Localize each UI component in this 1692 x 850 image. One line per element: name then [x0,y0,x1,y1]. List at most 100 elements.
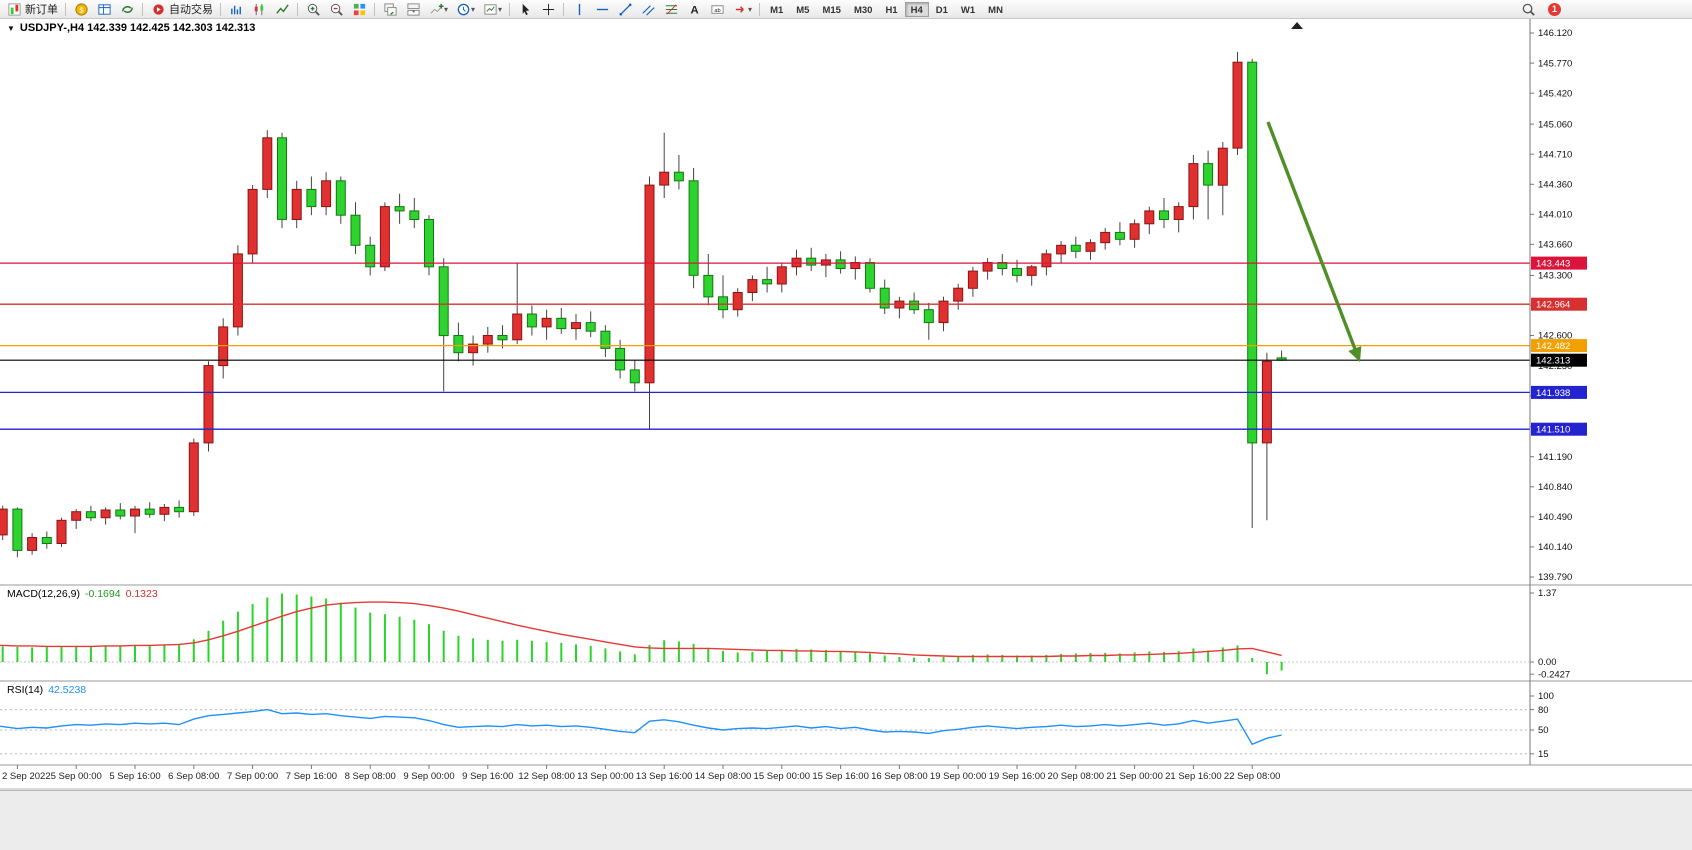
trendline-icon [617,2,633,17]
candle-body [1188,163,1199,208]
svg-text:ab: ab [714,7,720,13]
candle-body [1144,210,1155,225]
candle-body [159,506,170,515]
candle-body [1217,147,1228,186]
bar-chart-mode-button[interactable] [225,1,247,18]
candle-body [144,508,155,515]
time-axis-label: 5 Sep 00:00 [51,771,102,782]
toolbar-separator [374,2,375,16]
candle-body [615,347,626,371]
cascade-windows-button[interactable] [379,1,401,18]
tab-timeframe-h1[interactable]: H1 [879,2,903,17]
text-label-icon: ab [709,2,725,17]
arrange-windows-button[interactable] [402,1,424,18]
trend-arrow-line[interactable] [1266,121,1358,354]
time-axis-label: 5 Sep 16:00 [109,771,160,782]
clock-icon [455,2,471,17]
channel-icon [640,2,656,17]
candle-body [100,509,111,519]
zoom-in-icon [305,2,321,17]
fibonacci-tool-button[interactable] [660,1,682,18]
candle-body [291,188,302,220]
price-axis-label: 144.710 [1538,149,1572,160]
candle-body [688,180,699,276]
new-order-button[interactable]: 新订单 [3,1,61,18]
price-axis-label: 140.140 [1538,542,1572,553]
fibonacci-icon [663,2,679,17]
bar-chart-icon [228,2,244,17]
trendline-tool-button[interactable] [614,1,636,18]
tab-timeframe-m1[interactable]: M1 [764,2,789,17]
zoom-out-button[interactable] [325,1,347,18]
rsi-name: RSI(14) [7,684,44,696]
candle-body [71,511,82,521]
price-axis-label: 145.770 [1538,58,1572,69]
search-icon [1520,2,1536,17]
tab-timeframe-m30[interactable]: M30 [848,2,878,17]
data-window-button[interactable] [93,1,115,18]
line-chart-mode-button[interactable] [271,1,293,18]
crosshair-tool-button[interactable] [537,1,559,18]
arrows-tool-button[interactable]: ▾ [729,1,755,18]
time-axis-label: 6 Sep 08:00 [168,771,219,782]
price-chart[interactable]: 146.120 145.770 145.420 145.060 144.710 144.3… [0,19,1692,790]
candle-body [1159,210,1169,220]
tab-timeframe-mn[interactable]: MN [982,2,1009,17]
tab-timeframe-h4[interactable]: H4 [904,1,929,17]
candle-body [0,508,8,536]
candle-body [806,257,817,266]
candle-body [41,537,52,544]
text-tool-button[interactable]: A [683,1,705,18]
notification-badge[interactable]: 1 [1548,2,1561,16]
text-label-tool-button[interactable]: ab [706,1,728,18]
time-axis-label: 21 Sep 00:00 [1106,771,1163,782]
tab-timeframe-m5[interactable]: M5 [790,2,815,17]
channel-tool-button[interactable] [637,1,659,18]
candle-body [394,206,405,212]
indicators-button[interactable]: ▾ [425,1,451,18]
price-badge-label: 141.510 [1536,425,1570,436]
autotrading-button[interactable]: 自动交易 [147,1,216,18]
candle-body [982,262,993,272]
time-axis-label: 13 Sep 00:00 [577,771,634,782]
candle-body [909,300,920,311]
candlestick-mode-button[interactable] [248,1,270,18]
price-badge-label: 142.313 [1536,356,1570,367]
tile-windows-button[interactable] [348,1,370,18]
time-axis-label: 2 Sep 2022 [2,771,51,782]
chart-window: 146.120 145.770 145.420 145.060 144.710 144.3… [0,19,1692,790]
chart-title: USDJPY-,H4 142.339 142.425 142.303 142.3… [19,22,256,34]
vertical-line-tool-button[interactable] [568,1,590,18]
periods-button[interactable]: ▾ [452,1,478,18]
tab-timeframe-m15[interactable]: M15 [816,2,846,17]
navigator-button[interactable] [116,1,138,18]
price-axis-label: 141.190 [1538,452,1572,463]
collapse-chart-icon[interactable]: ▼ [7,23,15,33]
chart-shift-marker[interactable] [1291,22,1303,29]
cursor-tool-button[interactable] [514,1,536,18]
tab-timeframe-d1[interactable]: D1 [930,2,954,17]
horizontal-line-tool-button[interactable] [591,1,613,18]
price-badge [1531,256,1587,270]
svg-text:A: A [690,4,698,16]
candle-body [865,262,875,289]
time-axis-label: 14 Sep 08:00 [695,771,752,782]
candle-body [762,279,773,285]
candle-body [1114,231,1125,240]
price-axis-label: 139.790 [1538,572,1572,583]
price-axis-label: 145.060 [1538,119,1572,130]
zoom-out-icon [328,2,344,17]
candle-body [379,206,390,268]
chart-header: ▼ USDJPY-,H4 142.339 142.425 142.303 142… [7,22,255,34]
templates-button[interactable]: ▾ [479,1,505,18]
search-button[interactable] [1517,1,1539,18]
price-badge [1531,339,1587,353]
candle-body [1203,163,1214,186]
candle-body [1085,242,1096,252]
market-watch-button[interactable]: $ [70,1,92,18]
candle-body [85,511,96,519]
price-badge-label: 143.443 [1536,259,1570,270]
zoom-in-button[interactable] [302,1,324,18]
candle-body [1100,231,1111,244]
tab-timeframe-w1[interactable]: W1 [955,2,981,17]
